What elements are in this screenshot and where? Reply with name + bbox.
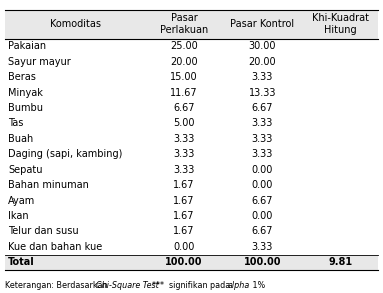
Bar: [5, 116, 378, 131]
Text: Chi-Square Test: Chi-Square Test: [96, 281, 159, 290]
Text: Sepatu: Sepatu: [8, 165, 43, 175]
Text: 1.67: 1.67: [173, 211, 195, 221]
Text: Keterangan: Berdasarkan: Keterangan: Berdasarkan: [5, 281, 110, 290]
Bar: [5, 54, 378, 69]
Text: Ikan: Ikan: [8, 211, 29, 221]
Text: alpha: alpha: [228, 281, 250, 290]
Text: Daging (sapi, kambing): Daging (sapi, kambing): [8, 149, 123, 159]
Text: 6.67: 6.67: [252, 195, 273, 206]
Text: ***  signifikan pada: *** signifikan pada: [152, 281, 233, 290]
Text: 3.33: 3.33: [252, 118, 273, 128]
Text: 25.00: 25.00: [170, 41, 198, 51]
Bar: [5, 69, 378, 85]
Text: Tas: Tas: [8, 118, 24, 128]
Text: Telur dan susu: Telur dan susu: [8, 226, 79, 236]
Text: 11.67: 11.67: [170, 88, 198, 98]
Text: 3.33: 3.33: [173, 149, 195, 159]
Text: 30.00: 30.00: [249, 41, 276, 51]
Bar: [5, 224, 378, 239]
Text: Kue dan bahan kue: Kue dan bahan kue: [8, 242, 103, 252]
Bar: [5, 131, 378, 146]
Text: 6.67: 6.67: [252, 226, 273, 236]
Text: 0.00: 0.00: [252, 211, 273, 221]
Bar: [5, 85, 378, 100]
Text: 20.00: 20.00: [249, 57, 276, 67]
Bar: [5, 162, 378, 177]
Text: Ayam: Ayam: [8, 195, 36, 206]
Text: 5.00: 5.00: [173, 118, 195, 128]
Text: 3.33: 3.33: [173, 134, 195, 144]
Text: 1.67: 1.67: [173, 195, 195, 206]
Text: Buah: Buah: [8, 134, 33, 144]
Text: 6.67: 6.67: [173, 103, 195, 113]
Text: Total: Total: [8, 257, 35, 267]
Bar: [5, 39, 378, 54]
Text: 3.33: 3.33: [173, 165, 195, 175]
Text: 6.67: 6.67: [252, 103, 273, 113]
Text: 0.00: 0.00: [252, 165, 273, 175]
Bar: [5, 193, 378, 208]
Bar: [5, 255, 378, 270]
Bar: [5, 10, 378, 39]
Text: Pasar Kontrol: Pasar Kontrol: [230, 19, 295, 29]
Bar: [5, 100, 378, 116]
Text: Pasar
Perlakuan: Pasar Perlakuan: [160, 13, 208, 35]
Text: Bahan minuman: Bahan minuman: [8, 180, 89, 190]
Text: 13.33: 13.33: [249, 88, 276, 98]
Text: Bumbu: Bumbu: [8, 103, 43, 113]
Bar: [5, 146, 378, 162]
Text: 3.33: 3.33: [252, 72, 273, 82]
Text: 1.67: 1.67: [173, 180, 195, 190]
Text: 9.81: 9.81: [329, 257, 353, 267]
Text: 0.00: 0.00: [252, 180, 273, 190]
Text: 100.00: 100.00: [165, 257, 203, 267]
Text: 20.00: 20.00: [170, 57, 198, 67]
Text: 1%: 1%: [250, 281, 265, 290]
Text: Beras: Beras: [8, 72, 36, 82]
Bar: [5, 208, 378, 224]
Text: 100.00: 100.00: [244, 257, 281, 267]
Text: 3.33: 3.33: [252, 134, 273, 144]
Bar: [5, 239, 378, 255]
Text: 3.33: 3.33: [252, 242, 273, 252]
Text: 3.33: 3.33: [252, 149, 273, 159]
Bar: [5, 177, 378, 193]
Text: Minyak: Minyak: [8, 88, 43, 98]
Text: 0.00: 0.00: [173, 242, 195, 252]
Text: Khi-Kuadrat
Hitung: Khi-Kuadrat Hitung: [312, 13, 369, 35]
Text: 15.00: 15.00: [170, 72, 198, 82]
Text: Komoditas: Komoditas: [51, 19, 101, 29]
Text: Sayur mayur: Sayur mayur: [8, 57, 71, 67]
Text: Pakaian: Pakaian: [8, 41, 46, 51]
Text: 1.67: 1.67: [173, 226, 195, 236]
